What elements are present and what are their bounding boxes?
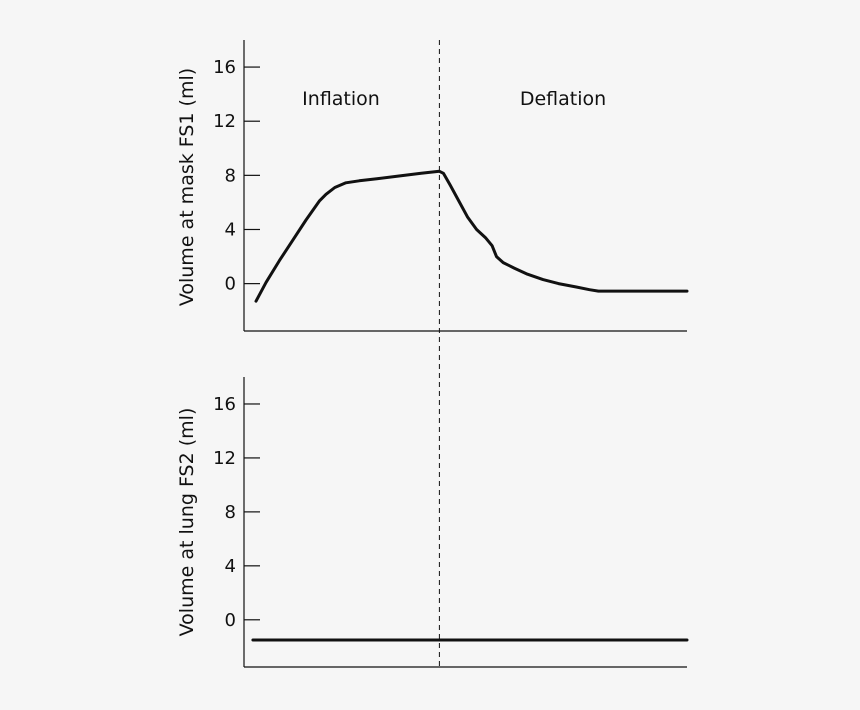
y-tick-label: 4 [225,219,236,240]
axes-bottom [243,377,687,668]
y-tick-label: 0 [225,610,236,631]
y-tick-label: 12 [213,448,236,469]
y-tick-label: 8 [225,165,236,186]
axes-top [243,40,687,332]
y-axis-title-mask: Volume at mask FS1 (ml) [176,68,198,306]
y-tick-label: 4 [225,556,236,577]
y-ticks-bottom: 0 4 8 12 16 [213,394,260,631]
series-line-mask-volume [254,169,689,303]
y-axis-title-lung: Volume at lung FS2 (ml) [176,408,198,637]
chart-top: Volume at mask FS1 (ml) Inflation Deflat… [176,40,689,332]
y-ticks-top: 0 4 8 12 16 [213,57,260,295]
y-tick-label: 16 [213,394,236,415]
y-tick-label: 8 [225,502,236,523]
phase-label-inflation: Inflation [302,88,380,110]
y-tick-label: 16 [213,57,236,78]
y-tick-label: 12 [213,111,236,132]
chart-bottom: Volume at lung FS2 (ml) 0 4 8 12 16 [176,377,689,668]
phase-label-deflation: Deflation [520,88,606,110]
y-tick-label: 0 [225,274,236,295]
